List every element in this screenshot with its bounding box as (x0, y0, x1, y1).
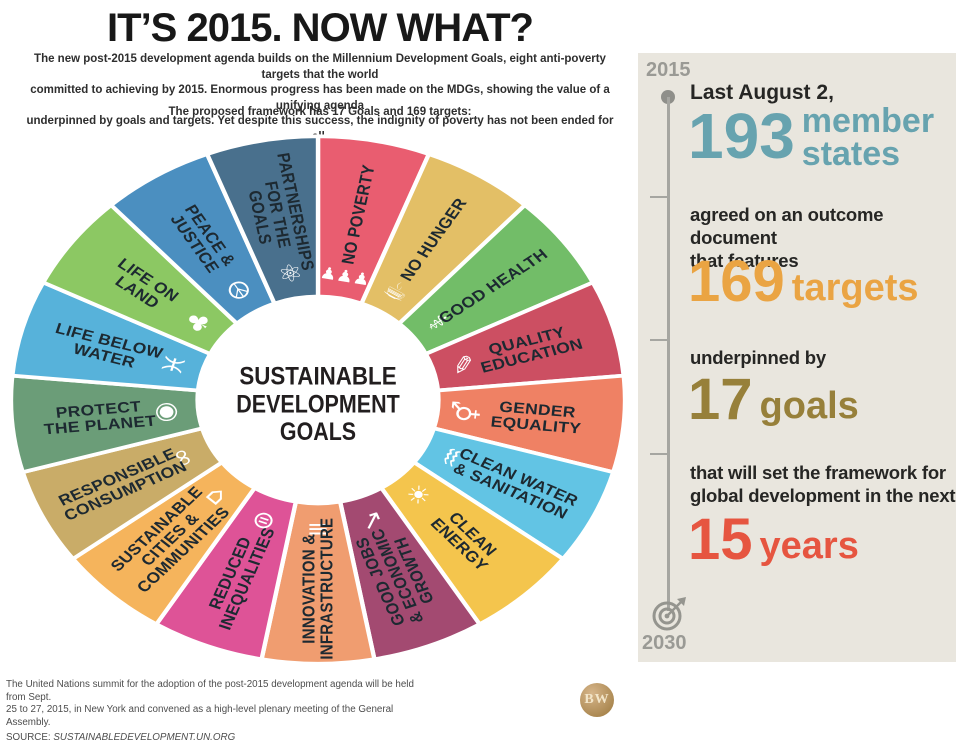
gender-icon: ⚥ (450, 400, 485, 424)
footnote: The United Nations summit for the adopti… (6, 679, 436, 745)
para3-line1: that will set the framework for (690, 462, 946, 483)
sidebar-paragraph-3: that will set the framework for global d… (690, 461, 956, 507)
timeline-year-end: 2030 (642, 632, 687, 654)
wheel-center-title-line-3: GOALS (280, 417, 356, 446)
sdg-goals-wheel: ♟♟♟NO POVERTY☕NO HUNGER⚕GOOD HEALTH✎QUAL… (8, 134, 628, 666)
para1-line1: agreed on an outcome document (690, 204, 884, 248)
bw-logo-text: BW (584, 692, 610, 707)
wheel-segment-clean-energy: ☀CLEANENERGY (378, 459, 567, 627)
footnote-line-2: 25 to 27, 2015, in New York and convened… (6, 704, 394, 728)
sidebar-paragraph-1: agreed on an outcome document that featu… (690, 203, 956, 272)
wheel-segment-protect-the-planet: ◉PROTECTTHE PLANET (8, 373, 205, 475)
source-value: SUSTAINABLEDEVELOPMENT.UN.ORG (53, 732, 236, 743)
rings-icon: ⚛ (276, 259, 306, 290)
sidebar-paragraph-2: underpinned by (690, 346, 826, 369)
footnote-line-1: The United Nations summit for the adopti… (6, 679, 414, 703)
para1-line2: that features (690, 250, 799, 271)
wheel-segment-good-health: ⚕GOOD HEALTH (396, 202, 596, 357)
stat-members-unit-line2: states (801, 135, 901, 173)
wheel-segment-life-below-water: ♓LIFE BELOWWATER (9, 279, 214, 393)
bars-icon: ≡ (307, 515, 330, 543)
stat-member-states: 193 member states (688, 100, 935, 173)
bw-logo: BW (580, 683, 614, 717)
timeline-tick-3 (650, 453, 669, 455)
stat-members-number: 193 (688, 100, 795, 172)
sdg-infographic-page: { "header": { "title": "IT\u2019S 2015. … (6, 6, 956, 743)
eye-icon: ◉ (151, 400, 185, 423)
wheel-segment-quality-education: ✎QUALITYEDUCATION (422, 279, 627, 393)
target-bullseye-icon (652, 597, 686, 631)
stat-targets: 169 targets (688, 249, 919, 314)
timeline-panel: 2015 2030 Last August 2, 193 member stat… (638, 53, 956, 662)
stat-members-unit-line1: member (801, 102, 935, 140)
stat-targets-unit: targets (791, 267, 919, 309)
timeline-year-start: 2015 (646, 59, 691, 81)
timeline-line (667, 97, 670, 611)
wheel-segment-no-poverty: ♟♟♟NO POVERTY (315, 134, 432, 306)
intro-line-2: committed to achieving by 2015. Enormous… (30, 84, 610, 112)
para3-line2: global development in the next (690, 485, 956, 506)
sidebar-lead-text: Last August 2, (690, 81, 834, 104)
source-line: SOURCE: SUSTAINABLEDEVELOPMENT.UN.ORG (6, 732, 436, 745)
timeline-tick-2 (650, 339, 669, 341)
stat-targets-number: 169 (688, 249, 785, 314)
wheel-segment-label-innovation-infrastructure: INNOVATION &INFRASTRUCTURE (300, 518, 337, 660)
intro-line-1: The new post-2015 development agenda bui… (34, 53, 606, 81)
page-title: IT’S 2015. NOW WHAT? (107, 6, 534, 50)
stat-goals-unit: goals (759, 385, 859, 427)
wheel-segment-good-jobs-growth: ↗GOOD JOBS& ECONOMICGROWTH (337, 485, 483, 662)
stat-years: 15 years (688, 507, 859, 572)
timeline-tick-1 (650, 196, 669, 198)
wheel-segment-life-on-land: ♣LIFE ONLAND (40, 202, 240, 357)
wheel-segment-partnerships-goals: ⚛PARTNERSHIPSFOR THEGOALS (204, 134, 321, 306)
wheel-center-title-line-2: DEVELOPMENT (236, 389, 400, 418)
para2-line1: underpinned by (690, 347, 826, 368)
intro-paragraph: The new post-2015 development agenda bui… (18, 52, 622, 145)
stat-years-number: 15 (688, 507, 753, 572)
stat-members-unit: member states (801, 102, 935, 173)
stat-years-unit: years (759, 525, 859, 567)
framework-subtitle: The proposed framework has 17 Goals and … (168, 106, 472, 118)
wheel-segment-peace-justice: ☮PEACE &JUSTICE (108, 151, 278, 327)
source-label: SOURCE: (6, 732, 51, 743)
wheel-segment-shape-partnerships-goals (204, 134, 321, 306)
wheel-center-title-line-1: SUSTAINABLE (239, 361, 396, 390)
stat-goals-number: 17 (688, 367, 753, 432)
stat-goals: 17 goals (688, 367, 859, 432)
wheel-segment-label-gender-equality: GENDEREQUALITY (490, 398, 584, 437)
